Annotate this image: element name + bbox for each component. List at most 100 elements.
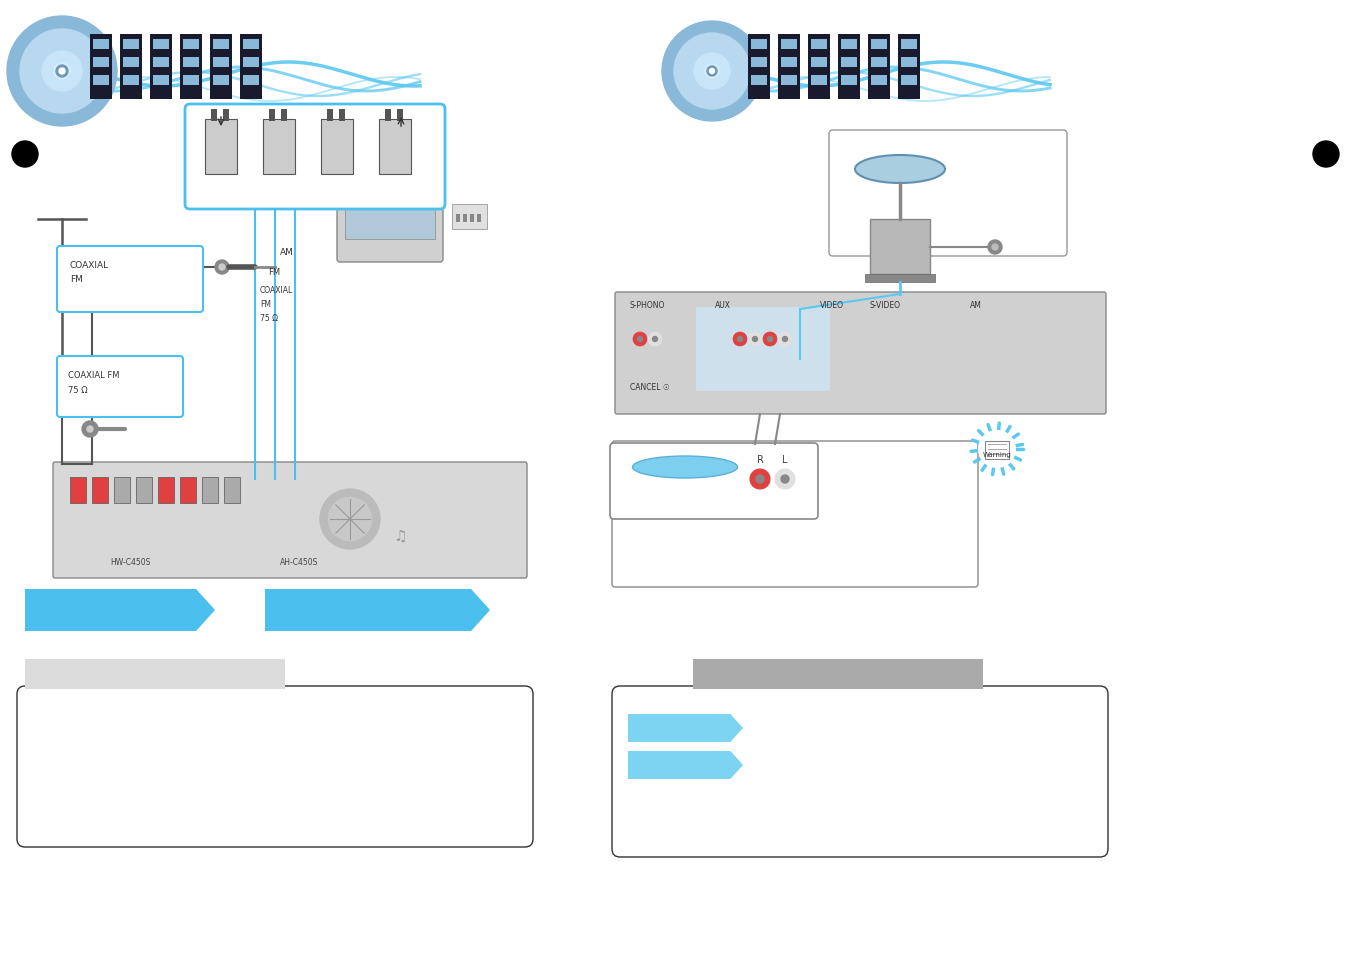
Circle shape [734,333,747,347]
Text: FM: FM [70,274,82,284]
Bar [113,477,130,503]
Bar [838,35,861,100]
Circle shape [648,333,662,347]
Text: COAXIAL: COAXIAL [70,261,109,270]
Bar [269,110,276,122]
Bar [339,110,345,122]
Polygon shape [265,589,490,631]
Bar [865,274,935,283]
Bar [781,76,797,86]
Bar [397,110,403,122]
Bar [470,214,474,223]
Text: AM: AM [970,301,982,310]
Circle shape [82,421,99,437]
Bar [213,40,230,50]
Circle shape [694,54,730,90]
Text: 75 Ω: 75 Ω [259,314,278,323]
Text: VIDEO: VIDEO [820,301,844,310]
Circle shape [1313,142,1339,168]
Bar [123,58,139,68]
Circle shape [757,476,765,483]
Circle shape [674,34,750,110]
Circle shape [707,67,717,77]
Bar [453,205,486,230]
Circle shape [775,470,794,490]
Circle shape [634,333,647,347]
Bar [93,58,109,68]
Bar [901,40,917,50]
Circle shape [778,333,792,347]
Circle shape [55,66,68,78]
Bar [93,76,109,86]
Circle shape [42,52,82,91]
Circle shape [767,337,773,342]
Bar [213,58,230,68]
Text: COAXIAL: COAXIAL [259,286,293,294]
Bar [901,58,917,68]
Bar [205,120,236,174]
Bar [182,40,199,50]
Bar [751,58,767,68]
Bar [153,58,169,68]
FancyBboxPatch shape [615,293,1106,415]
Bar [240,35,262,100]
Bar [811,40,827,50]
FancyBboxPatch shape [18,686,534,847]
Text: AUX: AUX [715,301,731,310]
Bar [842,76,857,86]
Circle shape [992,245,998,251]
Bar [898,35,920,100]
Circle shape [979,432,1015,468]
Bar [243,76,259,86]
Bar [870,220,929,274]
Circle shape [709,70,715,74]
Circle shape [54,64,70,80]
Circle shape [705,65,719,79]
Polygon shape [26,589,215,631]
Bar [182,58,199,68]
Text: COAXIAL FM: COAXIAL FM [68,371,119,379]
Bar [748,35,770,100]
Circle shape [738,337,743,342]
Text: AM: AM [280,248,295,256]
Circle shape [59,69,65,75]
FancyBboxPatch shape [830,131,1067,256]
FancyBboxPatch shape [53,462,527,578]
Bar [901,76,917,86]
FancyBboxPatch shape [696,308,830,392]
Polygon shape [628,751,743,780]
Bar [153,76,169,86]
Bar [322,120,353,174]
Text: FM: FM [267,268,280,276]
Circle shape [219,265,226,271]
Text: S-PHONO: S-PHONO [630,301,666,310]
FancyBboxPatch shape [185,105,444,210]
Circle shape [763,333,777,347]
Text: S-VIDEO: S-VIDEO [870,301,901,310]
Bar [693,659,984,689]
Bar [781,40,797,50]
Bar [158,477,174,503]
Bar [778,35,800,100]
Ellipse shape [632,456,738,478]
Circle shape [750,470,770,490]
Bar [93,40,109,50]
Bar [26,659,285,689]
Bar [243,40,259,50]
Bar [281,110,286,122]
Bar [457,214,459,223]
Bar [842,40,857,50]
Bar [327,110,332,122]
FancyBboxPatch shape [611,443,817,519]
Bar [123,76,139,86]
Circle shape [653,337,658,342]
Bar [463,214,467,223]
Bar [380,120,411,174]
Bar [182,76,199,86]
Bar [751,76,767,86]
Circle shape [328,497,372,541]
Text: L: L [782,455,788,464]
Ellipse shape [855,156,944,184]
Bar [209,35,232,100]
Bar [70,477,86,503]
